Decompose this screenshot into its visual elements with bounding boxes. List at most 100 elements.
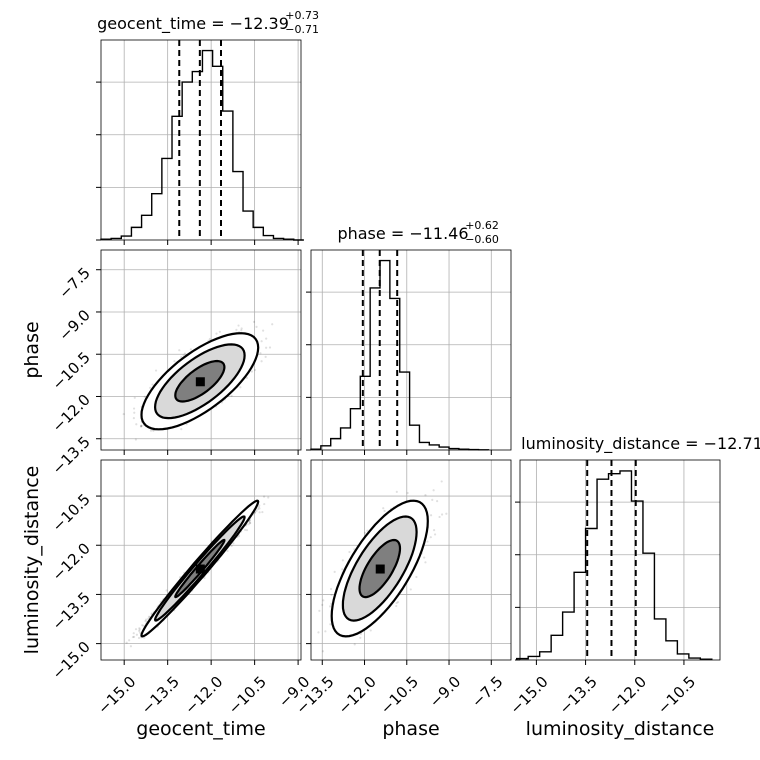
scatter-point bbox=[255, 509, 258, 512]
scatter-point bbox=[409, 588, 412, 591]
scatter-point bbox=[253, 368, 257, 372]
histogram-bar bbox=[620, 471, 631, 660]
scatter-panel-phase-luminosity_distance bbox=[310, 459, 512, 661]
scatter-point bbox=[149, 429, 153, 432]
scatter-point bbox=[135, 423, 138, 426]
scatter-point bbox=[129, 645, 133, 648]
scatter-point bbox=[138, 628, 141, 631]
scatter-point bbox=[131, 635, 135, 639]
scatter-point bbox=[125, 641, 128, 644]
panel-frame bbox=[100, 249, 302, 451]
scatter-point bbox=[208, 337, 211, 341]
scatter-panel-geocent_time-phase bbox=[100, 249, 302, 451]
histogram-panel-geocent_time: geocent_time = −12.39+0.73−0.71 bbox=[96, 9, 319, 241]
scatter-point bbox=[258, 511, 261, 514]
scatter-point bbox=[132, 632, 135, 635]
scatter-point bbox=[235, 328, 238, 331]
histogram-bar bbox=[654, 619, 665, 660]
title-lower-error: −0.71 bbox=[285, 23, 319, 36]
histogram-bar bbox=[182, 82, 192, 240]
scatter-point bbox=[128, 639, 131, 642]
scatter-point bbox=[245, 529, 249, 532]
histogram-step bbox=[100, 49, 304, 241]
histogram-bar bbox=[152, 194, 162, 240]
scatter-point bbox=[259, 352, 262, 355]
density-core bbox=[195, 377, 205, 387]
scatter-point bbox=[237, 534, 241, 538]
histogram-title-luminosity_distance: luminosity_distance = −12.71 bbox=[521, 434, 760, 454]
scatter-point bbox=[249, 521, 252, 524]
histogram-bar bbox=[360, 376, 370, 450]
histogram-bar bbox=[243, 211, 253, 240]
scatter-point bbox=[395, 490, 398, 493]
histogram-bar bbox=[597, 479, 608, 660]
scatter-point bbox=[154, 369, 158, 372]
scatter-point bbox=[271, 323, 274, 326]
scatter-point bbox=[265, 337, 268, 340]
contour-line-1 bbox=[140, 332, 260, 431]
scatter-point bbox=[258, 504, 261, 507]
histogram-bar bbox=[419, 442, 429, 450]
scatter-point bbox=[189, 348, 192, 351]
scatter-point bbox=[140, 424, 143, 428]
scatter-point bbox=[250, 370, 253, 373]
histogram-bar bbox=[400, 372, 410, 450]
title-lower-error: −0.60 bbox=[465, 233, 499, 246]
histogram-bar bbox=[390, 298, 400, 450]
scatter-point bbox=[138, 631, 142, 634]
scatter-point bbox=[230, 394, 233, 397]
scatter-point bbox=[263, 502, 266, 506]
scatter-point bbox=[396, 600, 400, 604]
scatter-point bbox=[178, 349, 181, 352]
scatter-point bbox=[341, 568, 344, 571]
histogram-bar bbox=[551, 635, 562, 660]
scatter-point bbox=[359, 632, 362, 636]
scatter-point bbox=[152, 429, 155, 432]
scatter-point bbox=[137, 636, 141, 640]
histogram-bar bbox=[380, 261, 390, 450]
histogram-bar bbox=[331, 439, 341, 450]
scatter-point bbox=[149, 386, 152, 389]
scatter-point bbox=[436, 500, 439, 503]
histogram-bar bbox=[677, 654, 688, 660]
scatter-point bbox=[240, 327, 243, 330]
scatter-point bbox=[333, 570, 336, 573]
scatter-point bbox=[429, 536, 432, 539]
contour-line-3 bbox=[174, 359, 226, 403]
scatter-point bbox=[218, 330, 221, 333]
histogram-panel-luminosity_distance: luminosity_distance = −12.71+0.74−0.74 bbox=[515, 434, 760, 661]
histogram-bar bbox=[666, 641, 677, 660]
scatter-points bbox=[122, 320, 274, 441]
histogram-bar bbox=[162, 158, 172, 240]
panel-frame bbox=[519, 459, 721, 661]
scatter-point bbox=[244, 528, 247, 531]
scatter-point bbox=[203, 576, 206, 580]
histogram-bar bbox=[142, 215, 152, 240]
scatter-point bbox=[151, 383, 154, 386]
scatter-point bbox=[140, 424, 143, 428]
scatter-point bbox=[433, 533, 437, 536]
scatter-point bbox=[267, 496, 270, 499]
contour-line-3 bbox=[174, 538, 226, 599]
scatter-point bbox=[317, 631, 320, 634]
scatter-point bbox=[252, 320, 256, 323]
histogram-bar bbox=[341, 428, 351, 450]
scatter-point bbox=[248, 520, 251, 523]
scatter-point bbox=[324, 630, 327, 633]
panel-frame bbox=[100, 459, 302, 661]
scatter-point bbox=[262, 329, 265, 332]
density-core bbox=[195, 564, 205, 574]
scatter-point bbox=[265, 346, 268, 349]
histogram-title-phase: phase = −11.46 bbox=[337, 224, 468, 243]
histogram-bar bbox=[540, 652, 551, 660]
scatter-point bbox=[138, 629, 141, 632]
scatter-point bbox=[429, 514, 433, 517]
scatter-point bbox=[132, 635, 136, 638]
scatter-point bbox=[239, 386, 242, 389]
scatter-point bbox=[134, 438, 137, 441]
contour-line-2 bbox=[153, 515, 246, 622]
scatter-point bbox=[237, 324, 240, 327]
histogram-bar bbox=[563, 612, 574, 660]
histogram-panel-phase: phase = −11.46+0.62−0.60 bbox=[306, 219, 512, 451]
